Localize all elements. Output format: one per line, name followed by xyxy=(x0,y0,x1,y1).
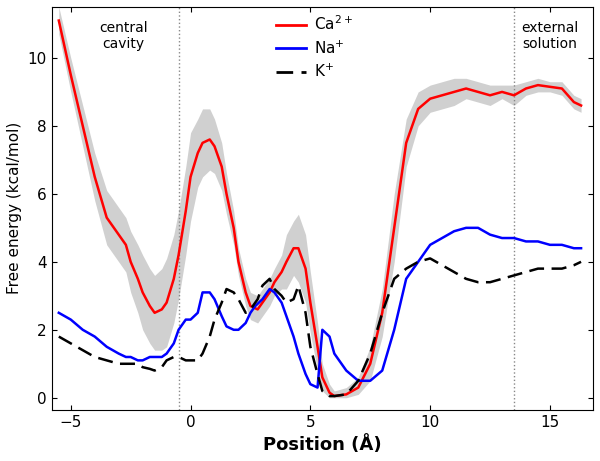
Text: external
solution: external solution xyxy=(521,21,578,51)
X-axis label: Position (Å): Position (Å) xyxy=(263,435,382,454)
Y-axis label: Free energy (kcal/mol): Free energy (kcal/mol) xyxy=(7,122,22,295)
Legend: Ca$^{2+}$, Na$^{+}$, K$^{+}$: Ca$^{2+}$, Na$^{+}$, K$^{+}$ xyxy=(276,15,353,80)
Text: central
cavity: central cavity xyxy=(99,21,148,51)
